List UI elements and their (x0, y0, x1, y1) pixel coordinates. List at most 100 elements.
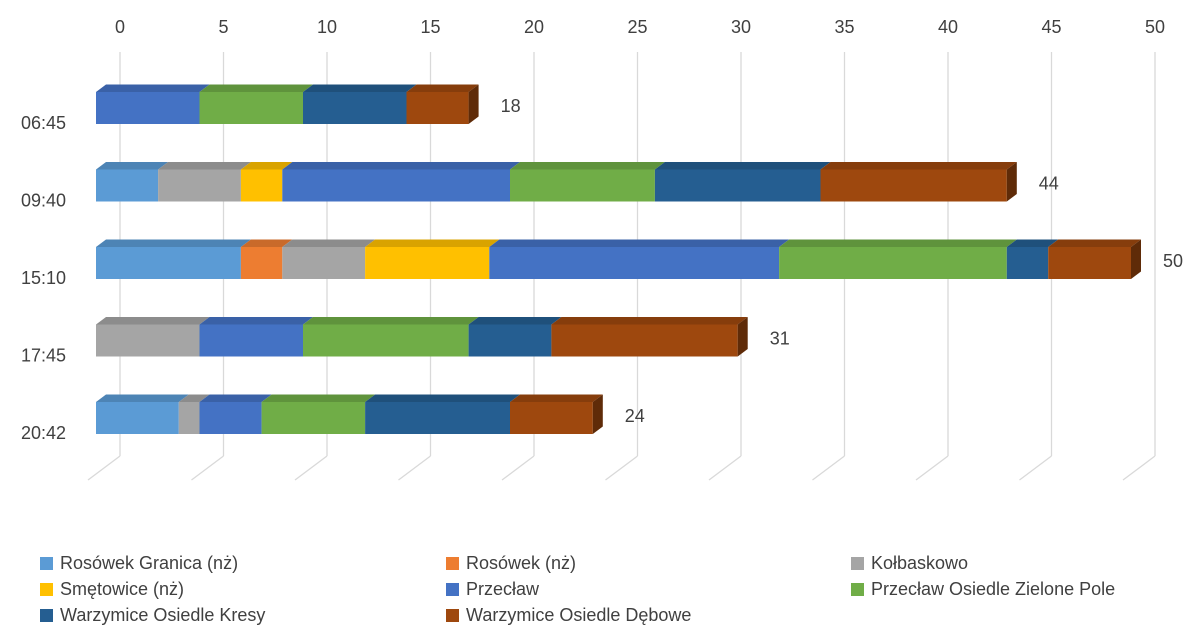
bar-segment (240, 247, 283, 279)
bar-segment-top (820, 162, 1017, 170)
bar-segment (96, 247, 241, 279)
bar-side (1006, 162, 1017, 202)
legend-label: Przecław Osiedle Zielone Pole (871, 578, 1116, 599)
legend-label: Warzymice Osiedle Dębowe (466, 604, 692, 625)
bar-segment-top (365, 239, 500, 247)
bar-segment (510, 169, 655, 202)
bar-segment (199, 324, 303, 357)
gridline-floor (398, 455, 431, 481)
bar-segment-top (510, 394, 603, 402)
bar-segment-top (1006, 239, 1059, 247)
bar-segment-top (199, 394, 272, 402)
legend-label: Rosówek (nż) (466, 552, 577, 573)
bar-segment-top (489, 239, 790, 247)
bar-segment (365, 247, 490, 279)
x-tick-label: 50 (1145, 17, 1165, 37)
gridline-floor (191, 455, 224, 481)
bar-segment-top (96, 239, 251, 247)
bar-segment (199, 402, 262, 434)
gridline-floor (501, 455, 535, 481)
x-tick-label: 25 (627, 17, 647, 37)
bar-segment-top (96, 162, 169, 170)
bar-segment-top (282, 162, 520, 170)
bar-segment-top (406, 84, 479, 92)
bar-segment (158, 169, 241, 202)
x-tick-label: 45 (1041, 17, 1061, 37)
legend-item: Warzymice Osiedle Dębowe (446, 602, 851, 628)
legend-swatch (851, 582, 864, 596)
legend-item: Smętowice (nż) (40, 576, 446, 602)
x-tick-label: 35 (834, 17, 854, 37)
bar-segment-top (1048, 239, 1141, 247)
bar-segment-top (178, 394, 210, 402)
legend-item: Warzymice Osiedle Kresy (40, 602, 446, 628)
gridline-floor (1019, 455, 1052, 481)
bar-side (737, 317, 748, 357)
bar-segment-top (551, 317, 748, 325)
bar-segment (96, 169, 159, 202)
bar-segment-top (654, 162, 831, 170)
bar-segment-top (96, 394, 189, 402)
bar-segment-top (365, 394, 520, 402)
bar-segment-top (303, 84, 417, 92)
bar-side (592, 394, 603, 434)
x-tick-label: 10 (317, 17, 337, 37)
bar-segment-top (240, 162, 293, 170)
total-label: 31 (770, 329, 790, 349)
bar-segment-top (199, 84, 313, 92)
bar-segment (365, 402, 510, 434)
bar-segment (510, 402, 593, 434)
bar-side (468, 84, 479, 124)
x-tick-label: 40 (938, 17, 958, 37)
bar-segment (489, 247, 780, 279)
legend-swatch (446, 582, 459, 596)
bar-segment (303, 92, 407, 124)
total-label: 18 (501, 96, 521, 116)
gridline-floor (1122, 455, 1156, 481)
bar-segment-top (510, 162, 665, 170)
bar-segment (1048, 247, 1131, 279)
x-tick-label: 15 (420, 17, 440, 37)
bar-segment (282, 169, 510, 202)
bar-segment (261, 402, 366, 434)
category-label: 17:45 (21, 346, 66, 366)
gridline-floor (708, 455, 742, 481)
legend-swatch (446, 556, 459, 570)
gridline-floor (87, 455, 121, 481)
x-tick-label: 20 (524, 17, 544, 37)
legend-item: Przecław Osiedle Zielone Pole (851, 576, 1186, 602)
legend-swatch (40, 556, 53, 570)
legend-label: Przecław (466, 578, 540, 599)
legend-label: Rosówek Granica (nż) (60, 552, 239, 573)
bar-segment-top (199, 317, 313, 325)
bar-segment (1006, 247, 1049, 279)
legend-swatch (40, 608, 53, 622)
bar-segment (779, 247, 1007, 279)
x-tick-label: 5 (218, 17, 228, 37)
legend-label: Kołbaskowo (871, 552, 969, 573)
bar-segment (199, 92, 303, 124)
category-label: 15:10 (21, 268, 66, 288)
bar-segment (240, 169, 283, 202)
legend-label: Smętowice (nż) (60, 578, 185, 599)
legend-swatch (851, 556, 864, 570)
x-tick-label: 0 (115, 17, 125, 37)
legend-label: Warzymice Osiedle Kresy (60, 604, 266, 625)
bar-segment-top (240, 239, 293, 247)
bar-segment-top (303, 317, 479, 325)
category-label: 20:42 (21, 423, 66, 443)
legend-item: Rosówek Granica (nż) (40, 550, 446, 576)
x-tick-label: 30 (731, 17, 751, 37)
bar-segment-top (261, 394, 376, 402)
bar-segment-top (468, 317, 562, 325)
bar-segment (96, 324, 200, 357)
bar-segment (282, 247, 366, 279)
gridline-floor (812, 455, 845, 481)
bar-segment (468, 324, 552, 357)
bar-segment (654, 169, 821, 202)
bar-segment (96, 92, 200, 124)
bar-segment (820, 169, 1007, 202)
bar-segment-top (282, 239, 376, 247)
bar-segment (551, 324, 738, 357)
